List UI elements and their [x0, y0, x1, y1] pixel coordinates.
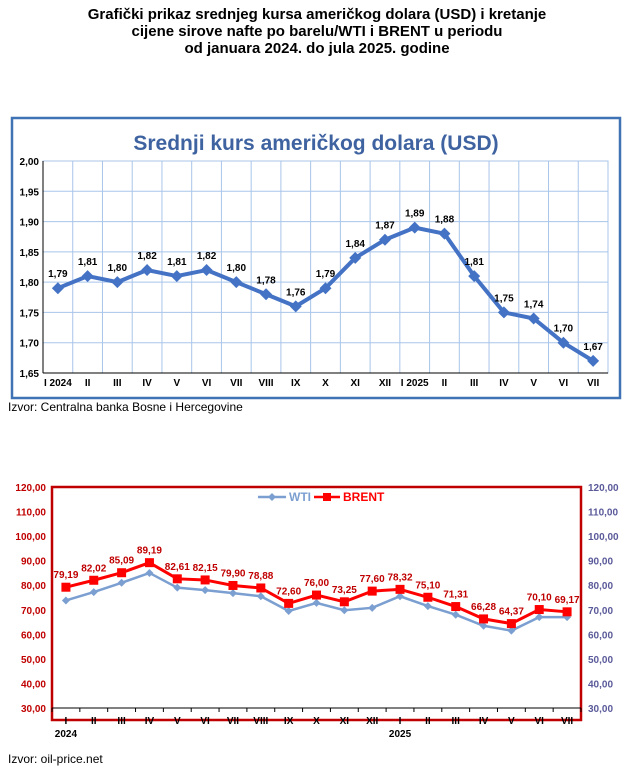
usd-data-point — [557, 336, 570, 349]
usd-x-tick-label: II — [85, 378, 91, 389]
usd-data-point — [289, 300, 302, 313]
usd-data-label: 1,84 — [346, 239, 366, 250]
usd-data-point — [319, 282, 332, 295]
usd-data-point — [497, 306, 510, 319]
usd-data-point — [81, 270, 94, 283]
usd-x-tick-label: VII — [587, 378, 599, 389]
usd-y-tick-label: 1,85 — [20, 248, 40, 259]
usd-x-tick-label: III — [113, 378, 122, 389]
usd-data-label: 1,74 — [524, 299, 544, 310]
usd-x-tick-label: VII — [230, 378, 242, 389]
usd-data-point — [587, 354, 600, 367]
usd-data-point — [527, 312, 540, 325]
usd-x-tick-label: V — [173, 378, 180, 389]
usd-y-tick-label: 1,75 — [20, 308, 40, 319]
usd-y-tick-label: 1,90 — [20, 218, 40, 229]
usd-data-labels: 1,79 1,81 1,80 1,82 1,81 1,82 1,80 1,78 1,76 1,79… — [48, 209, 603, 353]
usd-data-label: 1,82 — [137, 251, 157, 262]
usd-x-tick-label: III — [470, 378, 479, 389]
usd-data-point — [170, 270, 183, 283]
usd-data-label: 1,87 — [375, 221, 395, 232]
usd-plot-area — [42, 160, 609, 374]
usd-series — [51, 221, 600, 367]
usd-x-tick-label: II — [442, 378, 448, 389]
usd-y-axis: 1,65 1,70 1,75 1,80 1,85 1,90 1,95 2,00 — [20, 157, 44, 380]
usd-data-point — [468, 270, 481, 283]
usd-x-tick-label: I 2024 — [44, 378, 72, 389]
page-title: Grafički prikaz srednjeg kursa američkog… — [0, 6, 634, 57]
page-title-line-1: Grafički prikaz srednjeg kursa američkog… — [87, 6, 547, 23]
usd-y-tick-label: 1,95 — [20, 187, 40, 198]
usd-x-tick-label: X — [322, 378, 329, 389]
source-cbbh: Izvor: Centralna banka Bosne i Hercegovi… — [8, 400, 243, 414]
usd-data-point — [230, 276, 243, 289]
usd-data-label: 1,78 — [256, 275, 276, 286]
usd-x-tick-label: VIII — [259, 378, 274, 389]
usd-y-tick-label: 2,00 — [20, 157, 40, 168]
usd-x-tick-label: V — [530, 378, 537, 389]
usd-data-label: 1,80 — [227, 263, 247, 274]
page-title-line-2: cijene sirove nafte po barelu/WTI i BREN… — [131, 23, 503, 40]
usd-y-tick-label: 1,65 — [20, 369, 40, 380]
usd-grid — [42, 160, 609, 374]
usd-data-point — [200, 264, 213, 277]
usd-data-label: 1,79 — [48, 269, 68, 280]
usd-x-tick-label: XI — [351, 378, 361, 389]
usd-x-tick-label: IV — [142, 378, 152, 389]
usd-x-axis: I 2024 II III IV V VI VII VIII IX X XI XII I 2025 II I… — [43, 372, 608, 389]
usd-y-tick-label: 1,70 — [20, 339, 40, 350]
usd-data-label: 1,81 — [167, 257, 187, 268]
usd-x-tick-label: XII — [379, 378, 391, 389]
usd-x-tick-label: IV — [499, 378, 509, 389]
usd-data-point — [378, 233, 391, 246]
usd-data-label: 1,88 — [435, 215, 455, 226]
usd-data-label: 1,82 — [197, 251, 217, 262]
usd-data-label: 1,75 — [494, 293, 514, 304]
usd-chart-title: Srednji kurs američkog dolara (USD) — [133, 132, 498, 155]
usd-data-point — [51, 282, 64, 295]
source-oil-price: Izvor: oil-price.net — [8, 752, 103, 766]
usd-x-tick-label: IX — [291, 378, 301, 389]
usd-data-label: 1,79 — [316, 269, 336, 280]
usd-data-label: 1,80 — [108, 263, 128, 274]
usd-x-tick-label: VI — [202, 378, 212, 389]
page-title-line-3: od januara 2024. do jula 2025. godine — [184, 40, 450, 57]
usd-data-label: 1,67 — [583, 342, 603, 353]
usd-data-label: 1,76 — [286, 287, 306, 298]
usd-data-point — [438, 227, 451, 240]
usd-data-point — [349, 251, 362, 264]
usd-y-tick-label: 1,80 — [20, 278, 40, 289]
usd-x-tick-label: VI — [559, 378, 569, 389]
usd-data-point — [111, 276, 124, 289]
usd-data-label: 1,81 — [78, 257, 98, 268]
usd-data-label: 1,70 — [554, 324, 574, 335]
usd-data-point — [141, 264, 154, 277]
usd-data-label: 1,81 — [464, 257, 484, 268]
usd-data-point — [260, 288, 273, 301]
usd-x-tick-label: I 2025 — [401, 378, 429, 389]
usd-data-label: 1,89 — [405, 209, 425, 220]
usd-data-point — [408, 221, 421, 234]
